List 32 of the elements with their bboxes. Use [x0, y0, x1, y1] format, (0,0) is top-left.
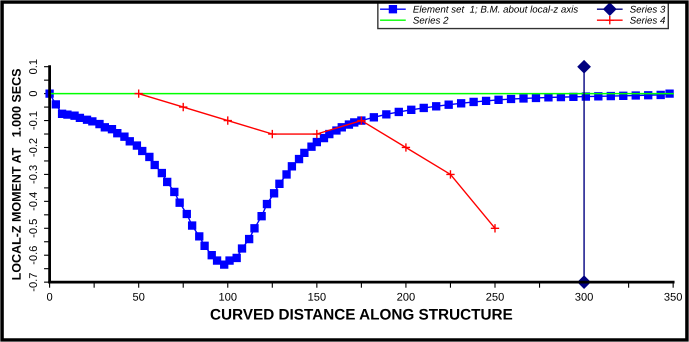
- x-tick-label: 300: [575, 292, 593, 301]
- legend-label: Series 3: [630, 6, 666, 13]
- legend-label: Element set 1; B.M. about local-z axis: [413, 6, 578, 14]
- y-tick-label: 0: [29, 90, 37, 96]
- point: [267, 129, 278, 139]
- point: [222, 116, 233, 126]
- y-tick-label: -0.2: [29, 138, 37, 157]
- x-tick-label: 350: [664, 292, 682, 301]
- point: [178, 102, 188, 112]
- legend-label: Series 4: [630, 16, 666, 24]
- legend-label: Series 2: [413, 16, 448, 24]
- point: [577, 60, 591, 74]
- point: [490, 223, 500, 234]
- y-tick-label: -0.7: [29, 273, 37, 292]
- y-tick-label: -0.3: [29, 165, 37, 184]
- x-tick-label: 50: [132, 292, 144, 301]
- x-tick-label: 150: [308, 292, 326, 301]
- y-axis-title: LOCAL-Z MOMENT AT 1.000 SECS: [12, 68, 21, 280]
- y-tick-label: -0.6: [29, 246, 37, 264]
- y-tick-label: -0.1: [29, 112, 37, 130]
- x-tick-label: 200: [397, 292, 415, 301]
- point: [312, 129, 322, 139]
- x-axis-title: CURVED DISTANCE ALONG STRUCTURE: [210, 308, 512, 320]
- y-tick-label: 0.1: [29, 60, 37, 74]
- y-tick-label: -0.5: [29, 219, 37, 238]
- x-tick-label: 0: [46, 292, 52, 301]
- y-tick-label: -0.4: [29, 192, 37, 210]
- point: [401, 142, 411, 152]
- point: [446, 170, 456, 180]
- x-tick-label: 100: [219, 292, 237, 301]
- x-tick-label: 250: [486, 292, 504, 301]
- point: [134, 88, 144, 98]
